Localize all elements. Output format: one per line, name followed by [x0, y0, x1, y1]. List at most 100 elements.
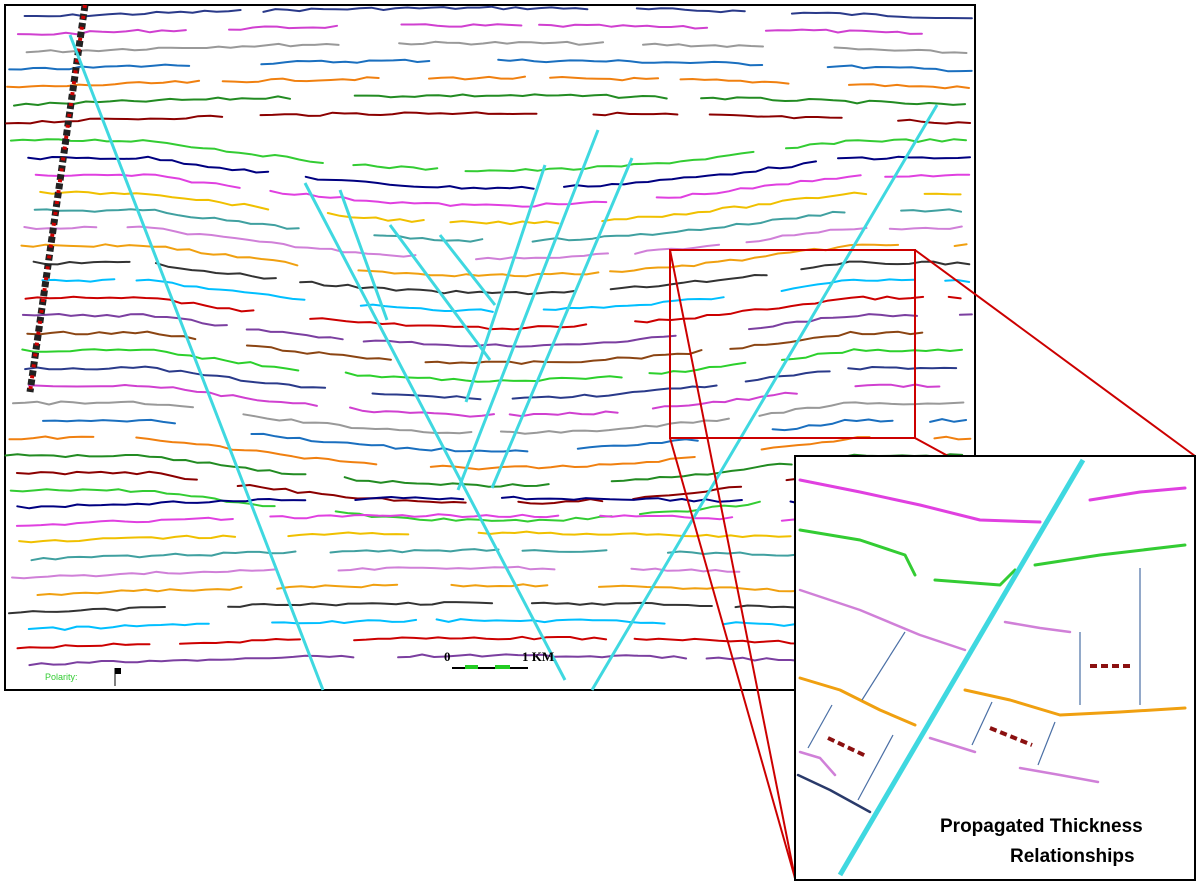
horizon — [798, 676, 917, 727]
fault — [590, 104, 939, 691]
horizon — [900, 208, 963, 213]
horizon — [700, 96, 967, 106]
horizon — [21, 313, 228, 327]
fault — [388, 224, 492, 361]
horizon — [30, 550, 297, 562]
zoom-connectors — [669, 249, 1196, 879]
horizon — [847, 366, 958, 371]
horizon — [630, 567, 741, 573]
horizon — [897, 118, 972, 125]
arrow — [1037, 721, 1056, 766]
horizon — [609, 243, 900, 273]
horizon — [798, 588, 967, 652]
horizon — [337, 565, 556, 572]
scale-bar: 0 1 KM — [444, 649, 554, 669]
horizon — [475, 252, 609, 261]
horizon — [8, 63, 191, 71]
horizon — [8, 435, 95, 441]
horizon — [708, 113, 843, 120]
horizon — [6, 79, 201, 89]
fault — [68, 34, 325, 691]
shift-arrows — [827, 664, 1132, 758]
horizon — [635, 7, 746, 14]
horizon — [344, 371, 623, 383]
horizon — [679, 78, 790, 85]
polarity-icon — [114, 668, 121, 686]
horizon — [353, 635, 608, 642]
horizon — [343, 476, 550, 488]
horizon — [126, 225, 417, 258]
horizon — [610, 462, 793, 483]
horizon — [642, 42, 764, 48]
horizon — [798, 750, 837, 777]
horizon — [785, 138, 967, 150]
horizon — [15, 516, 234, 527]
arrow — [827, 736, 867, 758]
horizon — [634, 243, 721, 255]
fault — [303, 182, 567, 681]
horizon — [429, 456, 696, 471]
horizon — [764, 28, 923, 35]
horizon — [179, 638, 301, 645]
horizon — [397, 653, 688, 660]
horizon — [929, 418, 968, 423]
horizon — [262, 5, 589, 13]
horizon — [933, 568, 1017, 587]
horizon — [798, 478, 1042, 524]
icon-flag — [115, 668, 121, 674]
horizon — [4, 453, 307, 476]
fault — [438, 234, 497, 306]
zoom-panel: Propagated Thickness Relationships — [794, 455, 1196, 881]
horizon — [154, 262, 277, 280]
horizon — [435, 618, 666, 625]
horizon — [517, 498, 604, 505]
horizon — [499, 417, 730, 435]
horizon — [1003, 620, 1072, 634]
horizon — [798, 528, 917, 577]
horizon — [27, 384, 318, 407]
horizon — [424, 349, 703, 365]
horizon — [530, 601, 713, 607]
horizon — [39, 190, 270, 211]
horizon — [477, 530, 792, 538]
horizon — [744, 370, 831, 383]
horizon — [521, 549, 608, 553]
horizon — [609, 274, 768, 291]
horizon — [923, 192, 962, 196]
horizon — [781, 348, 963, 361]
horizon — [888, 225, 963, 231]
horizons — [4, 5, 973, 668]
horizon — [362, 334, 677, 348]
horizon — [18, 534, 237, 544]
horizon — [357, 269, 600, 278]
horizon — [23, 9, 242, 18]
horizon — [20, 243, 299, 267]
horizon — [497, 58, 764, 67]
horizon — [236, 484, 467, 504]
horizon — [598, 584, 804, 593]
horizon — [221, 76, 380, 84]
horizon — [135, 436, 378, 466]
horizon — [1088, 486, 1187, 502]
horizon — [953, 243, 968, 247]
horizon — [33, 208, 300, 230]
inset-box — [669, 249, 916, 439]
connector — [914, 437, 949, 457]
horizon — [450, 583, 549, 588]
horizon — [371, 392, 482, 401]
horizon — [800, 260, 971, 271]
connector — [914, 249, 1196, 457]
horizon — [449, 220, 560, 226]
horizon — [833, 46, 968, 54]
horizon — [538, 23, 709, 30]
horizon — [16, 28, 187, 36]
thickness-arrows — [807, 568, 1141, 801]
horizon — [326, 212, 425, 223]
horizon — [928, 736, 977, 754]
connector — [669, 249, 796, 879]
fault — [456, 129, 600, 491]
horizon — [24, 365, 327, 389]
polarity-label: Polarity: — [45, 672, 78, 682]
